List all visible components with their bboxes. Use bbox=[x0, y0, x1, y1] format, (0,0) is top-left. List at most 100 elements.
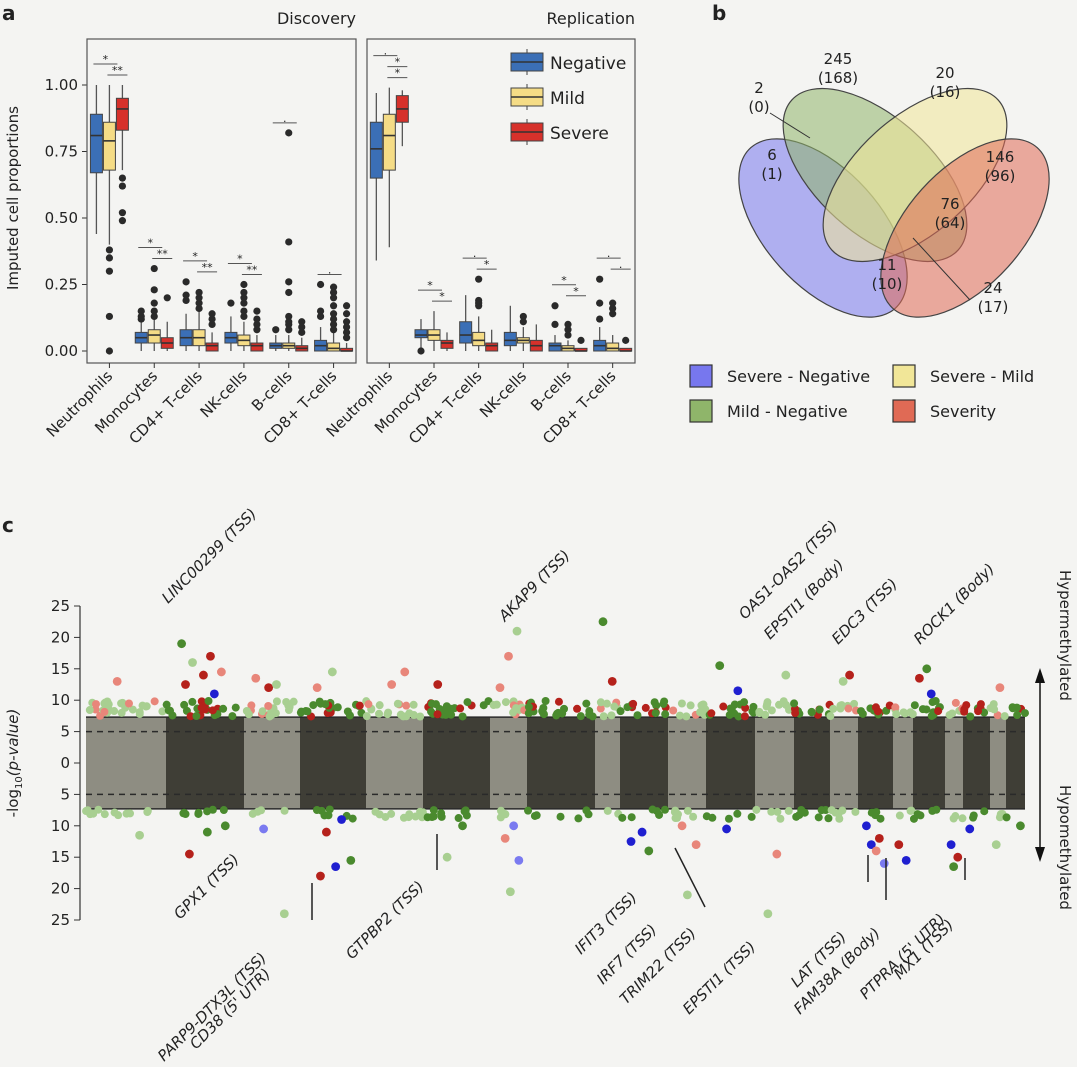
outlier-point bbox=[163, 294, 171, 302]
box-severe bbox=[340, 302, 354, 352]
outlier-point bbox=[118, 217, 127, 225]
box-mild bbox=[561, 320, 575, 352]
data-point bbox=[928, 698, 937, 707]
data-point bbox=[851, 807, 860, 816]
data-point bbox=[596, 698, 605, 707]
chromosome-band-19 bbox=[945, 717, 963, 809]
data-point bbox=[862, 821, 871, 831]
box-mild bbox=[282, 129, 296, 351]
data-point bbox=[402, 701, 411, 710]
data-point bbox=[1012, 703, 1021, 712]
data-point bbox=[100, 707, 109, 716]
venn-region-label: 24(17) bbox=[978, 279, 1009, 316]
data-point bbox=[891, 703, 900, 712]
outlier-points bbox=[112, 617, 1025, 919]
outlier-point bbox=[285, 278, 293, 286]
venn-count: 11 bbox=[877, 256, 896, 274]
outlier-point bbox=[609, 304, 617, 313]
outlier-point bbox=[329, 302, 338, 310]
chromosome-band-22 bbox=[1006, 717, 1025, 809]
chromosome-bands bbox=[86, 717, 1025, 809]
gene-label: EPSTI1 (TSS) bbox=[679, 938, 759, 1018]
subplot-frame bbox=[86, 38, 357, 364]
data-point bbox=[814, 813, 823, 822]
data-point bbox=[637, 827, 647, 837]
data-point bbox=[627, 813, 636, 822]
data-point bbox=[280, 806, 289, 815]
box-mild bbox=[427, 311, 441, 351]
data-point bbox=[112, 676, 122, 686]
data-point bbox=[185, 849, 194, 859]
significance-marker: * bbox=[439, 290, 445, 303]
data-point bbox=[509, 708, 518, 717]
box-severe bbox=[574, 336, 588, 352]
data-point bbox=[946, 840, 956, 850]
venn-set-severity bbox=[880, 138, 1050, 318]
data-point bbox=[337, 815, 346, 824]
data-point bbox=[719, 702, 728, 711]
outlier-point bbox=[150, 312, 158, 321]
leader-line bbox=[769, 112, 811, 139]
outlier-point bbox=[551, 302, 559, 310]
data-point bbox=[505, 887, 515, 897]
data-point bbox=[829, 704, 838, 713]
data-point bbox=[197, 703, 206, 712]
data-point bbox=[429, 812, 438, 821]
y-tick-label: 0.50 bbox=[45, 209, 78, 227]
outlier-point bbox=[316, 312, 325, 321]
data-point bbox=[188, 697, 197, 706]
data-point bbox=[138, 701, 147, 710]
chromosome-band-2 bbox=[166, 717, 244, 809]
data-point bbox=[203, 807, 212, 816]
data-point bbox=[316, 871, 325, 881]
outlier-point bbox=[118, 174, 127, 182]
outlier-point bbox=[342, 310, 351, 318]
data-point bbox=[504, 651, 513, 661]
outlier-point bbox=[596, 275, 604, 283]
y-tick-label: 10 bbox=[51, 691, 70, 709]
data-point bbox=[92, 700, 101, 709]
data-point bbox=[603, 806, 612, 815]
outlier-point bbox=[316, 280, 325, 289]
data-point bbox=[405, 709, 414, 718]
venn-count: 146 bbox=[986, 148, 1015, 166]
outlier-point bbox=[329, 283, 338, 291]
data-point bbox=[740, 698, 749, 707]
venn-count: 245 bbox=[824, 50, 853, 68]
data-point bbox=[355, 701, 364, 710]
panel-label-b: b bbox=[712, 1, 726, 25]
outlier-point bbox=[253, 315, 261, 323]
panel-a-boxplots: Imputed cell proportions 0.00 0.25 0.50 0.7… bbox=[4, 9, 636, 448]
box-iqr bbox=[327, 342, 341, 352]
legend-label: Severity bbox=[930, 402, 996, 421]
data-point bbox=[824, 814, 833, 823]
data-point bbox=[871, 846, 881, 856]
data-point bbox=[651, 709, 660, 718]
outlier-point bbox=[182, 296, 190, 305]
y-axis-ticks: 0.00 0.25 0.50 0.75 1.00 bbox=[45, 76, 87, 360]
data-point bbox=[991, 840, 1001, 850]
data-point bbox=[495, 683, 505, 693]
data-point bbox=[458, 712, 467, 721]
data-point bbox=[652, 701, 661, 710]
box-iqr bbox=[89, 113, 103, 174]
y-tick-label: 0.00 bbox=[45, 342, 78, 360]
data-point bbox=[362, 712, 371, 721]
data-point bbox=[429, 806, 438, 815]
data-point bbox=[966, 712, 975, 721]
data-point bbox=[158, 707, 167, 716]
data-point bbox=[633, 711, 642, 720]
data-point bbox=[231, 703, 240, 712]
outlier-point bbox=[342, 302, 351, 310]
data-point bbox=[325, 805, 334, 814]
data-point bbox=[715, 661, 725, 671]
significance-marker: . bbox=[607, 247, 611, 260]
data-point bbox=[524, 709, 533, 718]
data-point bbox=[164, 706, 173, 715]
box-negative bbox=[593, 275, 607, 352]
y-tick-label: 15 bbox=[51, 660, 70, 678]
gene-label: EDC3 (TSS) bbox=[828, 575, 901, 648]
venn-replicated-count: (1) bbox=[761, 165, 782, 183]
significance-marker: . bbox=[384, 45, 388, 58]
